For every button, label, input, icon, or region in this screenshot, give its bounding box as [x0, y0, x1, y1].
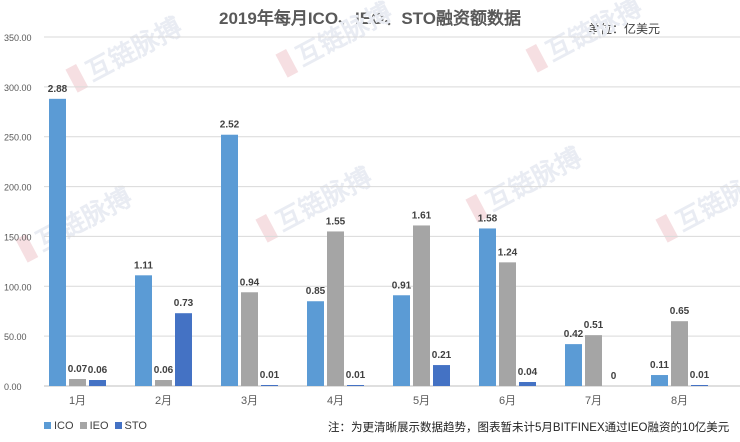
data-label: 0 [611, 371, 617, 382]
data-label: 1.11 [134, 260, 153, 271]
bar-sto [433, 365, 450, 386]
data-label: 0.42 [564, 329, 584, 340]
data-label: 1.58 [478, 213, 498, 224]
data-label: 0.91 [392, 280, 412, 291]
bar-ico [479, 228, 496, 386]
data-label: 0.73 [174, 298, 194, 309]
bar-ieo [155, 380, 172, 386]
legend-swatch [44, 422, 51, 429]
data-label: 1.24 [498, 247, 518, 258]
bar-ico [565, 344, 582, 386]
bar-ieo [327, 231, 344, 386]
x-tick-label: 1月 [69, 395, 86, 407]
y-tick-label: 0.00 [4, 382, 22, 392]
legend-label: STO [124, 420, 147, 432]
data-label: 2.88 [48, 84, 68, 95]
x-tick-label: 8月 [671, 395, 688, 407]
data-label: 0.21 [432, 350, 452, 361]
bar-sto [691, 385, 708, 386]
bar-ico [651, 375, 668, 386]
legend-swatch [114, 422, 122, 429]
chart-note: 注：为更清晰展示数据趋势，图表暂未计5月BITFINEX通过IEO融资的10亿美… [328, 422, 730, 434]
data-label: 0.01 [260, 370, 280, 381]
data-label: 0.07 [68, 364, 88, 375]
legend-item-sto: STO [114, 420, 147, 432]
y-tick-label: 100.00 [4, 282, 32, 292]
bar-ieo [413, 225, 430, 386]
y-tick-label: 50.00 [4, 332, 27, 342]
bar-sto [175, 313, 192, 386]
legend-label: ICO [54, 420, 74, 432]
bar-ieo [671, 321, 688, 386]
x-tick-label: 5月 [413, 395, 430, 407]
data-label: 0.01 [690, 370, 710, 381]
x-tick-label: 4月 [327, 395, 344, 407]
data-label: 0.06 [88, 365, 108, 376]
bar-ico [135, 275, 152, 386]
x-tick-label: 2月 [155, 395, 172, 407]
data-label: 1.55 [326, 216, 346, 227]
data-label: 0.65 [670, 306, 690, 317]
data-label: 0.51 [584, 320, 604, 331]
x-tick-label: 6月 [499, 395, 516, 407]
legend-item-ieo: IEO [79, 420, 109, 432]
x-tick-label: 7月 [585, 395, 602, 407]
bar-ieo [69, 379, 86, 386]
bar-ieo [499, 262, 516, 386]
bar-ico [221, 134, 238, 386]
bar-ico [307, 301, 324, 386]
bar-sto [89, 380, 106, 386]
data-label: 0.01 [346, 370, 366, 381]
data-label: 0.85 [306, 286, 326, 297]
bar-ico [393, 295, 410, 386]
bar-sto [347, 385, 364, 386]
legend-label: IEO [89, 420, 109, 432]
chart-title: 2019年每月ICO、IEO、STO融资额数据 [219, 9, 521, 28]
bar-ieo [585, 335, 602, 386]
data-label: 2.52 [220, 120, 240, 131]
y-tick-label: 350.00 [4, 33, 32, 43]
y-tick-label: 300.00 [4, 83, 32, 93]
bar-sto [261, 385, 278, 386]
bar-ieo [241, 292, 258, 386]
legend-swatch [79, 422, 87, 429]
unit-label: 单位：亿美元 [588, 22, 661, 36]
bar-ico [49, 98, 66, 386]
data-label: 0.06 [154, 365, 174, 376]
y-tick-label: 150.00 [4, 232, 32, 242]
data-label: 1.61 [412, 210, 432, 221]
data-label: 0.94 [240, 277, 260, 288]
bar-sto [519, 382, 536, 386]
legend: ICO IEO STO [44, 420, 153, 432]
y-tick-label: 200.00 [4, 183, 32, 193]
x-tick-label: 3月 [241, 395, 258, 407]
y-tick-label: 250.00 [4, 133, 32, 143]
data-label: 0.04 [518, 367, 538, 378]
data-label: 0.11 [650, 360, 669, 371]
legend-item-ico: ICO [44, 420, 74, 432]
